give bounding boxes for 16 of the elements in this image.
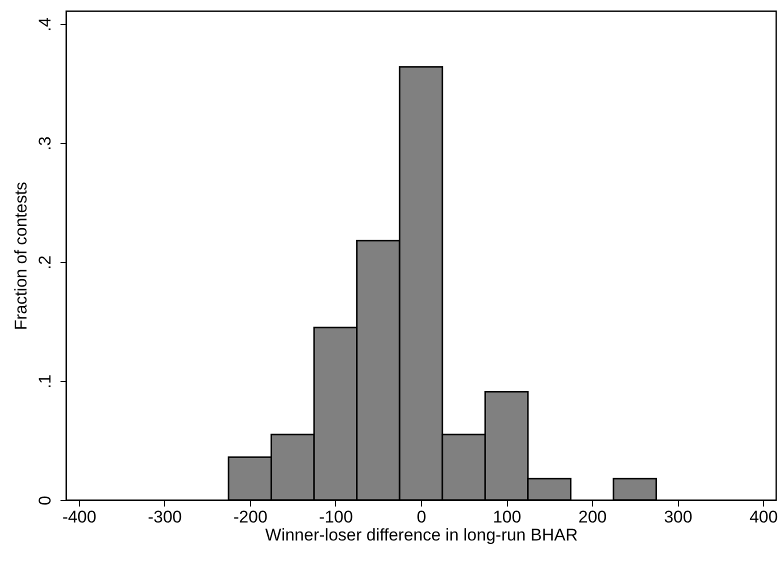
x-tick-label: -200: [233, 508, 268, 526]
x-tick-label: -400: [62, 508, 96, 526]
x-tick-label: -300: [148, 508, 182, 526]
x-tick-label: 400: [749, 508, 778, 526]
x-tick-label: 0: [416, 508, 426, 526]
y-tick-label: 0: [36, 496, 54, 506]
y-axis-title: Fraction of contests: [12, 182, 30, 330]
y-tick-label: .1: [36, 374, 54, 389]
x-axis-title: Winner-loser difference in long-run BHAR: [265, 526, 578, 544]
y-tick-label: .2: [36, 255, 54, 270]
x-tick-label: -100: [318, 508, 353, 526]
y-tick-label: .4: [36, 17, 54, 32]
x-tick-label: 100: [492, 508, 522, 526]
x-tick-label: 300: [664, 508, 692, 526]
y-tick-label: .3: [36, 136, 54, 151]
x-tick-label: 200: [578, 508, 607, 526]
